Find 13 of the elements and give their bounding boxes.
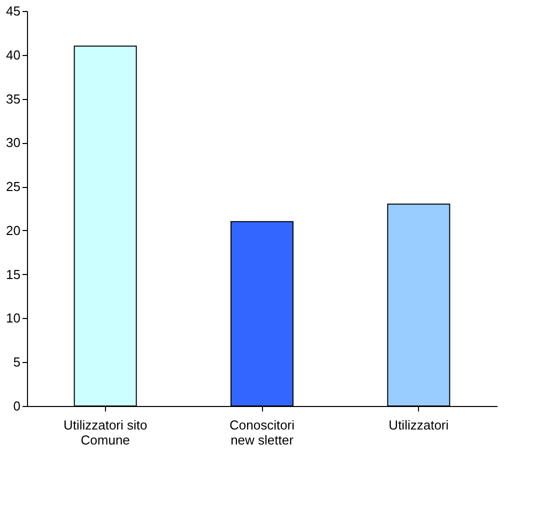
x-tick-label: Utilizzatori sito Comune: [63, 418, 148, 448]
y-tick-label: 30: [6, 135, 20, 150]
y-tick-label: 15: [6, 266, 20, 282]
y-tick-label: 40: [6, 47, 20, 62]
y-tick-label: 5: [13, 354, 20, 370]
y-tick-label: 20: [6, 222, 20, 238]
y-tick-label: 45: [6, 4, 20, 18]
y-tick-label: 0: [13, 398, 20, 414]
x-tick-label: Utilizzatori: [388, 418, 449, 432]
x-tick-label: Conoscitori new sletter: [229, 418, 295, 448]
y-tick-label: 10: [6, 310, 20, 326]
y-tick-label: 25: [6, 179, 20, 194]
y-tick-label: 35: [6, 91, 20, 106]
